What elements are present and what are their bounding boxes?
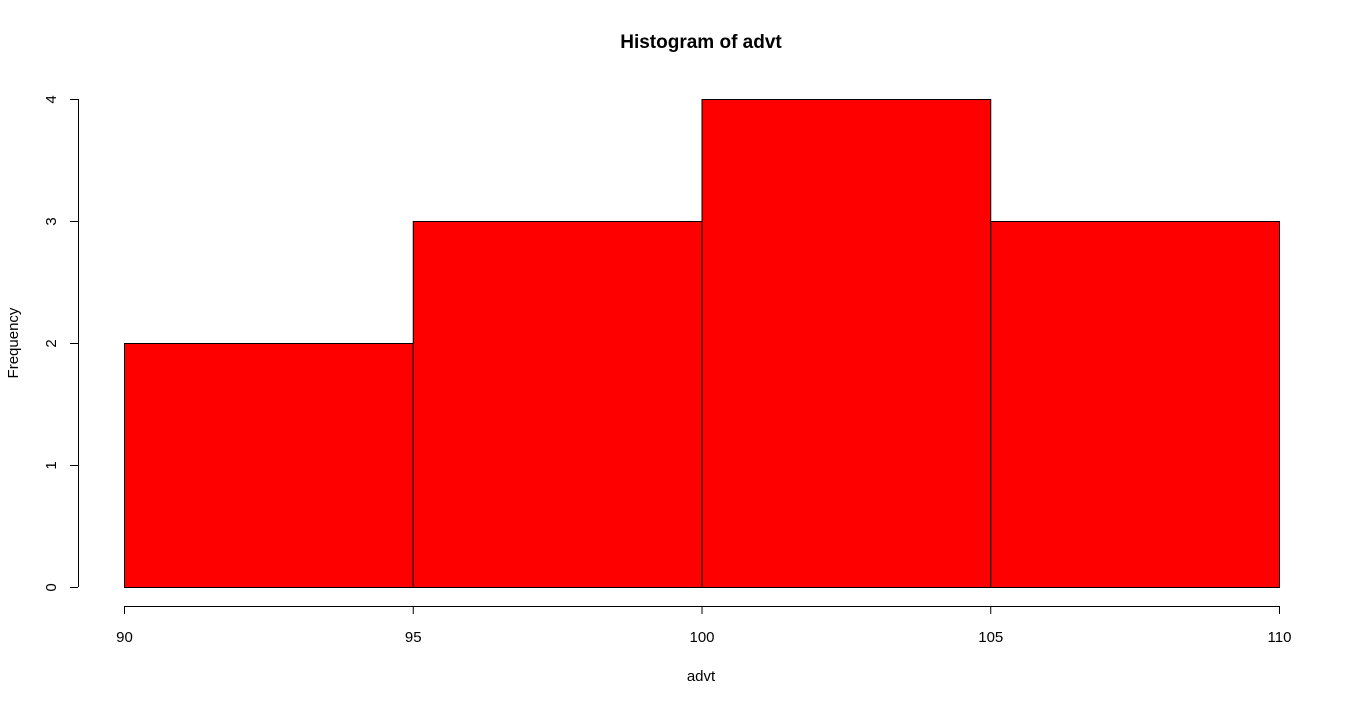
chart-title: Histogram of advt <box>620 32 782 53</box>
bars-group <box>124 99 1280 588</box>
x-axis: 90 95 100 105 110 <box>116 606 1291 646</box>
x-tick-label: 100 <box>689 629 714 646</box>
x-tick-label: 105 <box>978 629 1003 646</box>
x-axis-label: advt <box>687 668 716 685</box>
histogram-bar-3 <box>701 99 992 588</box>
x-tick-label: 90 <box>116 629 133 646</box>
y-tick-label: 3 <box>43 217 60 225</box>
histogram-bar-1 <box>124 343 414 588</box>
histogram-bar-4 <box>990 221 1280 588</box>
y-tick-label: 0 <box>43 583 60 591</box>
x-tick-label: 95 <box>405 629 422 646</box>
y-tick-label: 4 <box>43 95 60 103</box>
y-axis: 0 1 2 3 4 <box>43 95 79 592</box>
y-axis-label: Frequency <box>5 307 22 378</box>
y-tick-label: 1 <box>43 461 60 469</box>
histogram-bar-2 <box>412 221 703 588</box>
x-tick-label: 110 <box>1268 629 1292 646</box>
y-tick-label: 2 <box>43 339 60 347</box>
